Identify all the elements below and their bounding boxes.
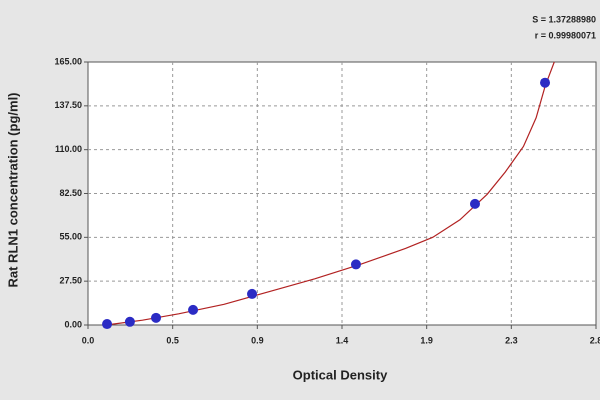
x-tick-label: 1.4 — [336, 335, 349, 345]
y-tick-label: 165.00 — [54, 56, 82, 66]
y-tick-label: 27.50 — [59, 276, 82, 286]
y-axis-label: Rat RLN1 concentration (pg/ml) — [5, 92, 20, 287]
data-point — [540, 77, 551, 88]
data-point — [151, 312, 162, 323]
data-point — [469, 198, 480, 209]
y-tick-label: 55.00 — [59, 232, 82, 242]
x-tick-label: 0.9 — [251, 335, 264, 345]
fit-curve — [106, 61, 555, 326]
x-tick-label: 1.9 — [420, 335, 433, 345]
data-point — [188, 304, 199, 315]
data-point — [350, 259, 361, 270]
x-axis-label: Optical Density — [293, 367, 388, 382]
data-point — [102, 319, 113, 330]
y-tick-label: 110.00 — [55, 144, 82, 154]
annotation: S = 1.37288980 — [532, 14, 596, 24]
x-tick-label: 2.8 — [590, 335, 600, 345]
x-tick-label: 2.3 — [505, 335, 518, 345]
y-tick-label: 0.00 — [64, 319, 82, 329]
data-point — [247, 288, 258, 299]
x-tick-label: 0.5 — [166, 335, 179, 345]
data-point — [124, 316, 135, 327]
x-tick-label: 0.0 — [82, 335, 95, 345]
y-tick-label: 137.50 — [54, 100, 82, 110]
annotation: r = 0.99980071 — [535, 30, 596, 40]
y-tick-label: 82.50 — [59, 188, 82, 198]
